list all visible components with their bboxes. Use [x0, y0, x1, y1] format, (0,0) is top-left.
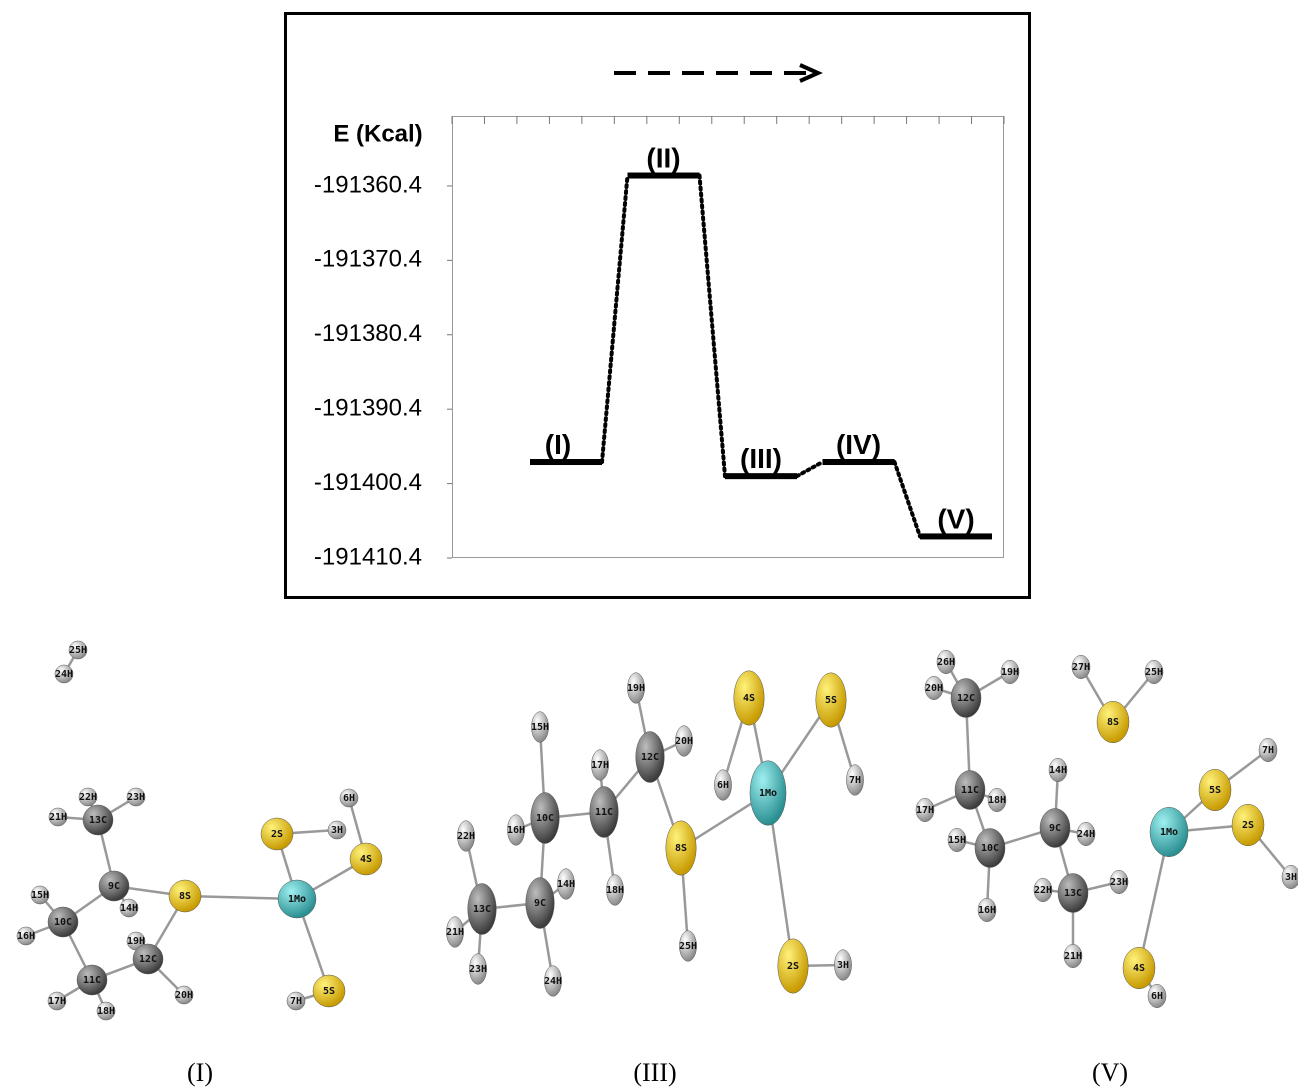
y-tick-label: -191390.4: [314, 395, 422, 422]
atom-label: 17H: [916, 805, 934, 816]
atom-label: 1Mo: [288, 894, 306, 905]
atom-label: 18H: [606, 885, 624, 896]
atom-label: 17H: [591, 760, 609, 771]
molecule-caption: (V): [1092, 1058, 1128, 1087]
atom-label: 13C: [89, 815, 107, 826]
atom-label: 5S: [825, 695, 837, 706]
atom-label: 13C: [473, 904, 491, 915]
atom-label: 14H: [1049, 765, 1067, 776]
y-tick-label: -191400.4: [314, 469, 422, 496]
atom-label: 1Mo: [1160, 827, 1178, 838]
level-label: (IV): [836, 429, 881, 460]
y-tick-label: -191410.4: [314, 543, 422, 570]
atom-label: 19H: [627, 683, 645, 694]
atom-label: 18H: [97, 1006, 115, 1017]
atom-label: 13C: [1064, 888, 1082, 899]
atom-label: 10C: [54, 917, 72, 928]
atom-label: 6H: [717, 780, 729, 791]
atom-label: 25H: [679, 941, 697, 952]
atom-label: 1Mo: [759, 788, 777, 799]
molecule-caption: (III): [633, 1058, 676, 1087]
level-label: (V): [937, 503, 974, 534]
atom-label: 4S: [360, 854, 372, 865]
atom-label: 20H: [175, 990, 193, 1001]
atom-label: 14H: [557, 879, 575, 890]
level-label: (III): [740, 443, 782, 474]
atom-label: 3H: [331, 825, 343, 836]
atom-label: 7H: [290, 996, 302, 1007]
atom-label: 20H: [925, 683, 943, 694]
atom-label: 8S: [179, 891, 191, 902]
atom-label: 12C: [139, 954, 157, 965]
y-tick-label: -191380.4: [314, 320, 422, 347]
atom-label: 23H: [127, 792, 145, 803]
y-tick-label: -191370.4: [314, 246, 422, 273]
atom-label: 16H: [978, 905, 996, 916]
atom-label: 15H: [31, 890, 49, 901]
atom-label: 27H: [1072, 662, 1090, 673]
atom-label: 9C: [534, 898, 546, 909]
atom-label: 24H: [55, 669, 73, 680]
atom-label: 25H: [1145, 667, 1163, 678]
atom-label: 22H: [457, 831, 475, 842]
chart-frame: [286, 14, 1030, 598]
atom-label: 4S: [743, 693, 755, 704]
atom-label: 15H: [531, 722, 549, 733]
level-label: (II): [646, 143, 680, 174]
level-label: (I): [545, 429, 571, 460]
atom-label: 26H: [937, 657, 955, 668]
atom-label: 8S: [1107, 717, 1119, 728]
atom-label: 22H: [1034, 885, 1052, 896]
atom-label: 21H: [1064, 951, 1082, 962]
atom-label: 16H: [17, 931, 35, 942]
atom-label: 21H: [49, 812, 67, 823]
atom-label: 12C: [641, 752, 659, 763]
atom-label: 2S: [271, 829, 283, 840]
y-axis-label: E (Kcal): [333, 120, 422, 147]
figure: E (Kcal) 25H 24H 22H 23H 21H 13C 6H 2S 3H 4S 15H 9C…: [0, 0, 1298, 1091]
atom-label: 6H: [343, 793, 355, 804]
atom-label: 12C: [957, 693, 975, 704]
atom-label: 7H: [849, 775, 861, 786]
atom-label: 10C: [981, 843, 999, 854]
atom-label: 3H: [837, 960, 849, 971]
atom-label: 19H: [1001, 667, 1019, 678]
atom-label: 3H: [1285, 872, 1297, 883]
atom-label: 9C: [1049, 823, 1061, 834]
atom-label: 5S: [323, 986, 335, 997]
atom-label: 11C: [595, 807, 613, 818]
atom-label: 4S: [1133, 963, 1145, 974]
atom-label: 20H: [675, 736, 693, 747]
atom-label: 2S: [787, 961, 799, 972]
atom-label: 23H: [469, 964, 487, 975]
y-tick-label: -191360.4: [314, 171, 422, 198]
atom-label: 24H: [1077, 829, 1095, 840]
atom-label: 16H: [507, 825, 525, 836]
atom-label: 10C: [536, 813, 554, 824]
atom-label: 24H: [544, 976, 562, 987]
atom-label: 2S: [1242, 820, 1254, 831]
atom-label: 6H: [1151, 991, 1163, 1002]
atom-label: 9C: [108, 881, 120, 892]
atom-label: 8S: [675, 843, 687, 854]
atom-label: 11C: [83, 975, 101, 986]
atom-label: 15H: [948, 835, 966, 846]
atom-label: 22H: [79, 792, 97, 803]
page: E (Kcal) 25H 24H 22H 23H 21H 13C 6H 2S 3H 4S 15H 9C…: [0, 0, 1298, 1091]
atom-label: 18H: [988, 795, 1006, 806]
atom-label: 14H: [120, 903, 138, 914]
atom-label: 25H: [69, 645, 87, 656]
atom-label: 11C: [961, 785, 979, 796]
atom-label: 17H: [48, 996, 66, 1007]
atom-label: 7H: [1262, 745, 1274, 756]
molecule-caption: (I): [187, 1058, 213, 1087]
atom-label: 5S: [1209, 785, 1221, 796]
atom-label: 21H: [446, 927, 464, 938]
atom-label: 23H: [1110, 877, 1128, 888]
